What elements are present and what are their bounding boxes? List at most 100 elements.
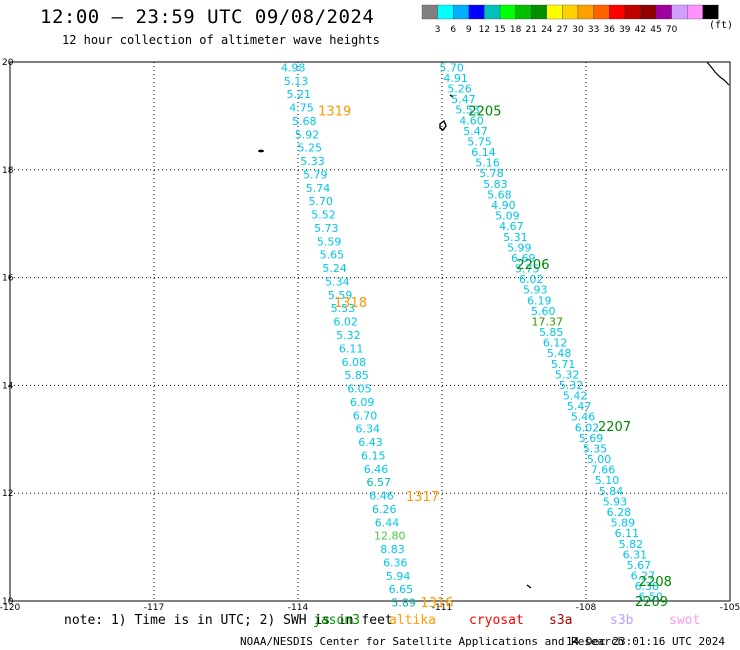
swh-value: 5.78 [479,167,504,180]
swh-value: 6.05 [347,383,372,396]
swh-value: 6.14 [471,146,496,159]
swh-value: 4.60 [459,114,484,127]
swh-value: 5.00 [587,453,612,466]
lat-label: 14 [2,381,14,391]
swh-value: 6.50 [639,591,664,604]
swh-value: 5.16 [475,157,500,170]
legend-tick-label: 27 [557,25,568,35]
swh-value: 6.09 [350,396,375,409]
swh-value: 6.46 [369,490,394,503]
swh-value: 6.02 [519,273,544,286]
swh-value: 4.67 [499,220,524,233]
swh-value: 5.24 [322,262,347,275]
pass-label: 2209 [635,595,668,610]
swh-value: 5.42 [563,390,588,403]
lat-label: 18 [2,166,14,176]
swh-value: 6.26 [372,503,397,516]
swh-value: 5.47 [451,93,476,106]
map-title: 12:00 – 23:59 UTC 09/08/2024 [40,6,375,28]
swh-value: 6.02 [575,421,600,434]
lat-label: 16 [2,274,14,284]
lon-label: -117 [144,603,164,610]
footer-note: note: 1) Time is in UTC; 2) SWH is in fe… [64,613,393,628]
swh-value: 6.65 [389,583,414,596]
swh-value: 5.68 [487,188,512,201]
swh-value: 5.26 [447,83,472,96]
swh-value: 5.32 [336,329,361,342]
swh-value: 5.83 [483,178,508,191]
legend-tick-label: 3 [435,25,441,35]
wave-height-color-legend: 3 6 9 12 15 18 21 24 27 30 33 36 39 42 45 70 [421,4,719,35]
swh-value: 5.93 [603,495,628,508]
legend-tick-label: 12 [479,25,490,35]
pass-label: 2206 [516,258,549,273]
lat-label: 20 [2,58,14,68]
swh-value: 5.59 [328,289,353,302]
swh-value: 6.28 [607,506,632,519]
legend-tick-label: 30 [572,25,584,35]
swh-value: 5.73 [314,222,339,235]
pass-label: 2207 [598,420,631,435]
swh-value: 5.47 [463,125,488,138]
lat-label: 12 [2,489,13,499]
swh-value: 6.31 [623,548,648,561]
swh-value: 5.74 [306,182,331,195]
legend-tick-label: 21 [525,25,536,35]
swh-value: 5.84 [599,485,624,498]
swh-value: 5.89 [391,597,416,610]
swh-value: 6.27 [631,570,656,583]
legend-tick-label: 70 [666,25,678,35]
swh-value: 5.99 [507,241,532,254]
legend-tick-label: 33 [588,25,599,35]
swh-value: 5.32 [559,379,584,392]
swh-value: 6.38 [635,580,660,593]
pass-label: 1319 [318,105,351,120]
swh-value: 6.69 [511,252,536,265]
sat-altika: altika [389,613,436,628]
swh-value: 5.70 [439,61,464,74]
island [439,119,447,131]
swh-value: 17.37 [531,315,563,328]
legend-tick-label: 36 [603,25,615,35]
pass-label: 1318 [334,296,367,311]
lon-label: -111 [432,603,452,610]
swh-value: 4.91 [443,72,468,85]
legend-tick-label: 18 [510,25,522,35]
swh-value: 5.92 [295,128,320,141]
pass-label: 1316 [420,596,453,610]
swh-value: 5.60 [531,305,556,318]
swh-value: 5.47 [567,400,592,413]
swh-value: 5.52 [311,209,336,222]
swh-value: 5.71 [551,358,576,371]
sat-jason3: jason3 [313,613,360,628]
swh-value: 5.82 [619,538,644,551]
swh-value: 6.11 [339,342,364,355]
swh-value: 6.36 [383,556,408,569]
swh-value: 5.33 [300,155,325,168]
swh-value: 6.57 [367,476,392,489]
swh-value: 5.32 [555,368,580,381]
swh-value: 5.53 [455,104,480,117]
swh-value: 5.93 [523,284,548,297]
lon-label: -108 [576,603,597,610]
swh-value: 5.31 [503,231,528,244]
swh-value: 5.75 [515,263,540,276]
swh-value: 5.65 [320,249,345,262]
legend-tick-label: 24 [541,25,553,35]
map-frame [9,61,731,602]
legend-swatch [702,4,719,20]
altimeter-map: 20 18 16 14 12 10-120 -117 -114 -111 -108 -105 4.98… [0,58,740,610]
swh-value: 5.85 [539,326,564,339]
swh-value: 5.48 [547,347,572,360]
swh-value: 4.98 [281,61,306,74]
swh-value: 6.08 [342,356,367,369]
legend-tick-label: 6 [450,25,456,35]
swh-value: 6.11 [615,527,640,540]
swh-value: 6.15 [361,449,386,462]
legend-tick-label: 45 [650,25,661,35]
swh-value: 6.02 [333,316,358,329]
sat-s3a: s3a [549,613,573,628]
pass-label: 1317 [406,490,439,505]
swh-value: 5.94 [386,570,411,583]
legend-tick-label: 9 [466,25,472,35]
